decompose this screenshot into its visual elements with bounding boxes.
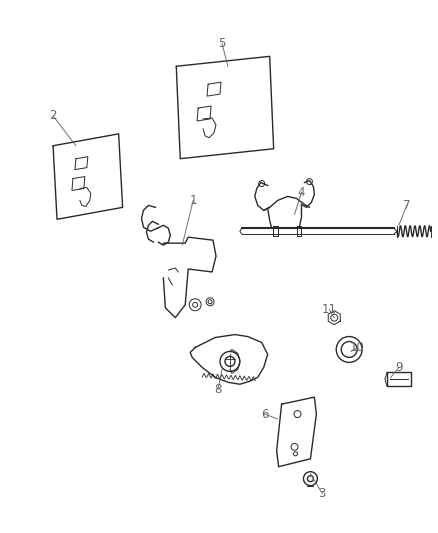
Text: 10: 10 xyxy=(349,341,364,354)
Text: 7: 7 xyxy=(402,199,410,212)
Text: 4: 4 xyxy=(297,186,304,199)
Text: 9: 9 xyxy=(394,361,402,374)
Text: 8: 8 xyxy=(214,383,221,395)
Text: 1: 1 xyxy=(189,194,197,207)
Text: 6: 6 xyxy=(260,408,268,421)
Text: 11: 11 xyxy=(321,303,336,316)
Text: 2: 2 xyxy=(49,109,57,123)
Text: 5: 5 xyxy=(218,37,225,50)
Text: 3: 3 xyxy=(318,487,325,500)
